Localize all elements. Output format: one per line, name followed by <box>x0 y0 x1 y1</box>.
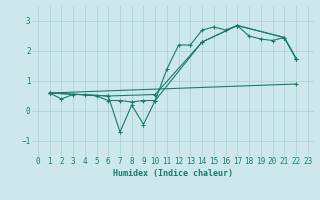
X-axis label: Humidex (Indice chaleur): Humidex (Indice chaleur) <box>113 169 233 178</box>
